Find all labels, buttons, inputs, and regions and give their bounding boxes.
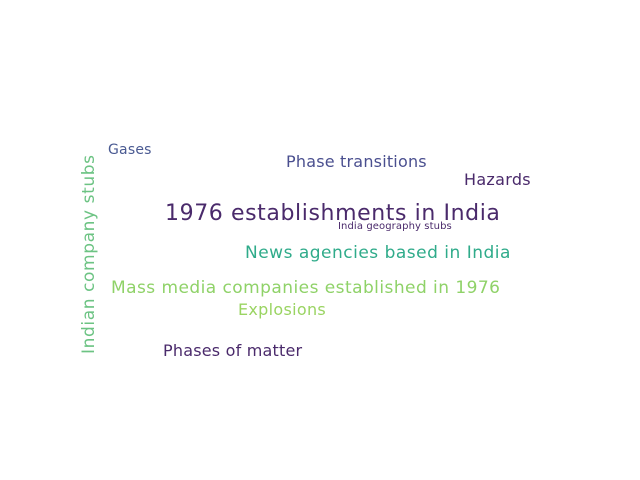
word-explosions: Explosions: [238, 300, 327, 319]
word-news-agencies-based-in-india: News agencies based in India: [245, 243, 511, 263]
word-phases-of-matter: Phases of matter: [163, 341, 303, 360]
word-gases: Gases: [108, 142, 152, 158]
word-india-geography-stubs: India geography stubs: [338, 221, 452, 232]
word-hazards: Hazards: [464, 170, 531, 189]
word-1976-establishments-in-india: 1976 establishments in India: [165, 201, 501, 226]
word-indian-company-stubs: Indian company stubs: [79, 154, 99, 354]
word-mass-media-companies-established-in-1976: Mass media companies established in 1976: [111, 278, 501, 298]
word-phase-transitions: Phase transitions: [286, 152, 427, 171]
